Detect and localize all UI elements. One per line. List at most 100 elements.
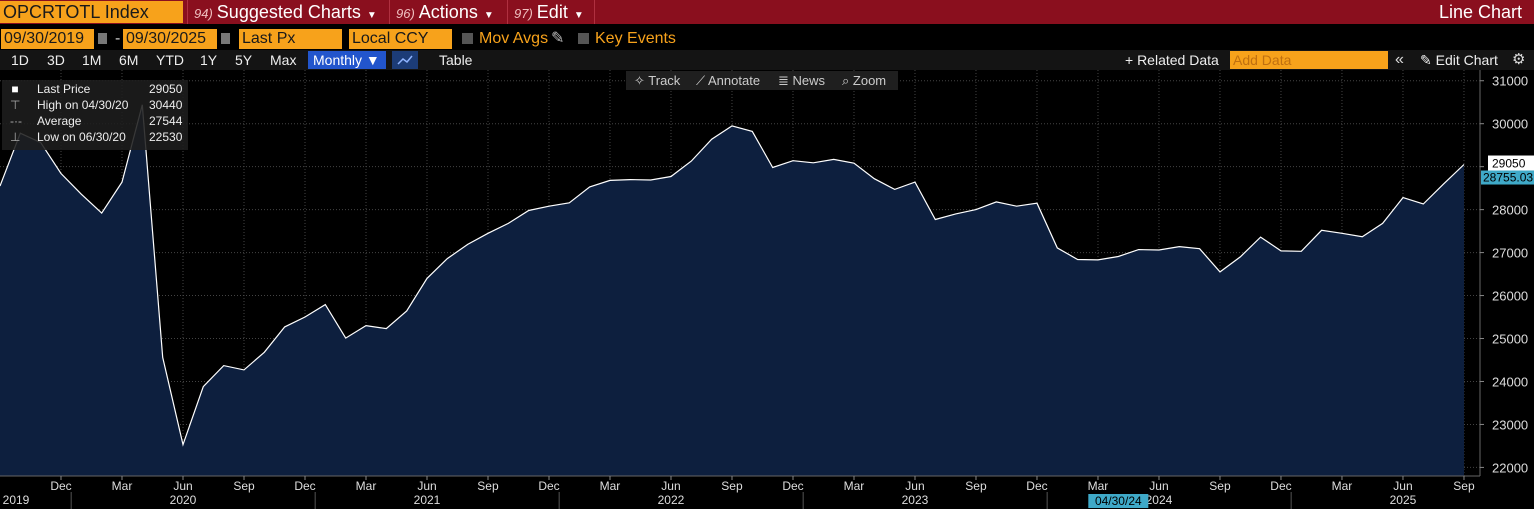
legend-value: 27544 xyxy=(149,114,183,128)
pencil-icon: ✎ xyxy=(1420,52,1436,68)
x-tick-label: Dec xyxy=(1026,479,1047,493)
year-label: 2020 xyxy=(170,493,197,507)
key-events-checkbox[interactable] xyxy=(578,33,589,44)
menu-number: 94) xyxy=(194,6,213,21)
x-tick-label: Sep xyxy=(1453,479,1475,493)
year-label: 2024 xyxy=(1146,493,1173,507)
period-1m[interactable]: 1M xyxy=(82,52,102,68)
end-date-field[interactable]: 09/30/2025 xyxy=(123,29,217,49)
news-tool[interactable]: ≣ News xyxy=(778,71,825,90)
year-label: 2023 xyxy=(902,493,929,507)
x-tick-label: Mar xyxy=(600,479,621,493)
news-icon: ≣ xyxy=(778,73,793,88)
x-tick-label: Dec xyxy=(294,479,315,493)
table-button[interactable]: Table xyxy=(439,52,473,68)
ticker-field[interactable]: OPCRTOTL Index xyxy=(0,1,183,23)
menu-number: 97) xyxy=(514,6,533,21)
tool-label: News xyxy=(792,73,826,88)
y-tick-label: 26000 xyxy=(1492,289,1528,304)
price-chart[interactable]: 2200023000240002500026000270002800029000… xyxy=(0,70,1534,509)
edit-chart-label: Edit Chart xyxy=(1435,52,1498,68)
period-6m[interactable]: 6M xyxy=(119,52,139,68)
legend-value: 22530 xyxy=(149,130,183,144)
legend-low: ⊥ Low on 06/30/20 22530 xyxy=(2,129,188,145)
field-select[interactable]: Last Px xyxy=(239,29,342,49)
annotate-tool[interactable]: ⟋ Annotate xyxy=(696,71,760,90)
start-date-field[interactable]: 09/30/2019 xyxy=(1,29,94,49)
mov-avgs-checkbox[interactable] xyxy=(462,33,473,44)
legend-label: Last Price xyxy=(37,82,91,96)
x-tick-label: Sep xyxy=(721,479,743,493)
legend-value: 30440 xyxy=(149,98,183,112)
y-tick-label: 31000 xyxy=(1492,74,1528,89)
frequency-select[interactable]: Monthly ▼ xyxy=(308,51,386,69)
legend-label: Low on 06/30/20 xyxy=(37,130,126,144)
last-price-value: 29050 xyxy=(1492,157,1526,171)
period-max[interactable]: Max xyxy=(270,52,297,68)
y-tick-label: 25000 xyxy=(1492,332,1528,347)
x-tick-label: Dec xyxy=(50,479,71,493)
related-data-button[interactable]: + Related Data xyxy=(1125,52,1219,68)
zoom-tool[interactable]: ⌕ Zoom xyxy=(842,71,886,90)
pencil-icon[interactable]: ✎ xyxy=(551,30,565,47)
legend-last-price: ■ Last Price 29050 xyxy=(2,81,188,97)
settings-bar: 09/30/2019 - 09/30/2025 Last Px Local CC… xyxy=(0,29,1534,50)
menu-number: 96) xyxy=(396,6,415,21)
year-label: 2022 xyxy=(658,493,685,507)
calendar-icon[interactable] xyxy=(221,33,230,44)
cursor-date-label: 04/30/24 xyxy=(1095,494,1142,508)
x-tick-label: Dec xyxy=(1270,479,1291,493)
legend-label: High on 04/30/20 xyxy=(37,98,129,112)
y-tick-label: 30000 xyxy=(1492,117,1528,132)
price-area xyxy=(0,104,1464,477)
pencil-icon: ⟋ xyxy=(696,73,708,88)
y-tick-label: 23000 xyxy=(1492,417,1528,432)
last-value-tag xyxy=(1481,170,1534,185)
suggested-charts-menu[interactable]: 94) Suggested Charts ▼ xyxy=(187,0,387,24)
y-tick-label: 27000 xyxy=(1492,246,1528,261)
x-tick-label: Mar xyxy=(1332,479,1353,493)
period-5y[interactable]: 5Y xyxy=(235,52,253,68)
key-events-label: Key Events xyxy=(595,30,676,47)
chart-type-label: Line Chart xyxy=(1438,2,1522,22)
currency-select[interactable]: Local CCY xyxy=(349,29,452,49)
x-tick-label: Mar xyxy=(844,479,865,493)
legend-label: Average xyxy=(37,114,82,128)
calendar-icon[interactable] xyxy=(98,33,107,44)
edit-chart-button[interactable]: ✎ Edit Chart xyxy=(1420,50,1498,70)
period-bar: 1D 3D 1M 6M YTD 1Y 5Y Max Monthly ▼ Tabl… xyxy=(0,50,1534,70)
add-data-input[interactable]: Add Data xyxy=(1230,51,1388,69)
last-price-tag xyxy=(1488,155,1534,171)
menu-label: Edit xyxy=(536,2,568,22)
period-1y[interactable]: 1Y xyxy=(200,52,218,68)
x-tick-label: Jun xyxy=(1393,479,1412,493)
line-chart-icon[interactable] xyxy=(392,51,418,69)
track-tool[interactable]: ✧ Track xyxy=(634,71,680,90)
y-tick-label: 24000 xyxy=(1492,374,1528,389)
high-marker-icon: ⊤ xyxy=(10,98,21,112)
edit-menu[interactable]: 97) Edit ▼ xyxy=(507,0,595,24)
x-tick-label: Dec xyxy=(782,479,803,493)
chart-tools: ✧ Track ⟋ Annotate ≣ News ⌕ Zoom xyxy=(626,71,898,90)
actions-menu[interactable]: 96) Actions ▼ xyxy=(389,0,507,24)
period-ytd[interactable]: YTD xyxy=(156,52,184,68)
x-tick-label: Jun xyxy=(661,479,680,493)
collapse-icon[interactable]: « xyxy=(1395,51,1404,68)
year-label: 2019 xyxy=(3,493,30,507)
x-tick-label: Jun xyxy=(173,479,192,493)
y-tick-label: 22000 xyxy=(1492,460,1528,475)
gear-icon[interactable]: ⚙ xyxy=(1512,51,1526,68)
x-tick-label: Mar xyxy=(356,479,377,493)
x-tick-label: Sep xyxy=(1209,479,1231,493)
x-tick-label: Dec xyxy=(538,479,559,493)
legend-average: -·- Average 27544 xyxy=(2,113,188,129)
period-1d[interactable]: 1D xyxy=(11,52,29,68)
legend-value: 29050 xyxy=(149,82,183,96)
x-tick-label: Mar xyxy=(112,479,133,493)
tool-label: Track xyxy=(648,73,681,88)
chevron-down-icon: ▼ xyxy=(483,10,494,21)
legend-high: ⊤ High on 04/30/20 30440 xyxy=(2,97,188,113)
period-3d[interactable]: 3D xyxy=(47,52,65,68)
y-tick-label: 28000 xyxy=(1492,203,1528,218)
chevron-down-icon: ▼ xyxy=(366,10,377,21)
